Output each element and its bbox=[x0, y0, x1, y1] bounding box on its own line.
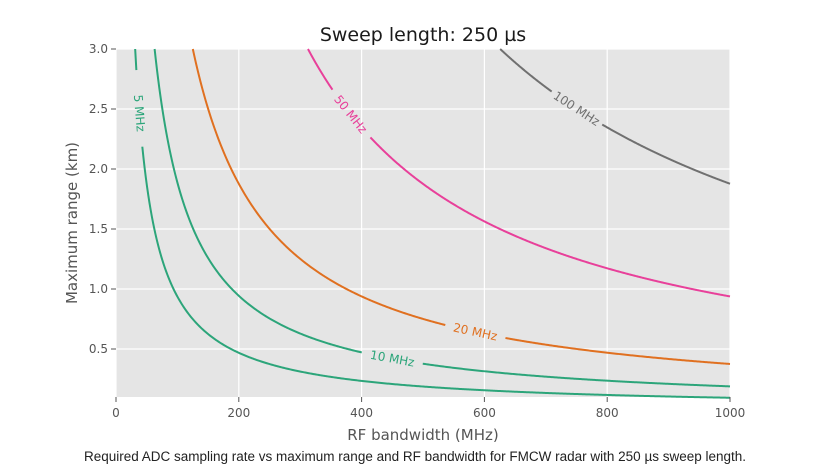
x-tick-label: 200 bbox=[227, 406, 250, 420]
series-line bbox=[307, 48, 731, 298]
series-line bbox=[499, 48, 731, 185]
y-tick-label: 0.5 bbox=[89, 342, 108, 356]
x-tick-label: 800 bbox=[596, 406, 619, 420]
y-tick-label: 2.5 bbox=[89, 102, 108, 116]
x-tick-label: 400 bbox=[350, 406, 373, 420]
x-tick-label: 0 bbox=[112, 406, 120, 420]
series-curves bbox=[134, 48, 731, 399]
y-tick-label: 1.5 bbox=[89, 222, 108, 236]
chart-title: Sweep length: 250 µs bbox=[320, 24, 526, 46]
y-axis-label: Maximum range (km) bbox=[63, 142, 81, 304]
x-axis-label: RF bandwidth (MHz) bbox=[347, 426, 498, 444]
y-tick-label: 3.0 bbox=[89, 42, 108, 56]
series-line bbox=[134, 48, 731, 399]
grid bbox=[115, 48, 731, 397]
axes: 0 200 400 600 800 1000 0.5 1.0 1.5 2.0 2.5 3.0 bbox=[89, 42, 745, 420]
y-tick-label: 2.0 bbox=[89, 162, 108, 176]
x-tick-label: 600 bbox=[473, 406, 496, 420]
figure-caption: Required ADC sampling rate vs maximum ra… bbox=[83, 449, 747, 464]
x-tick-label: 1000 bbox=[715, 406, 746, 420]
y-tick-label: 1.0 bbox=[89, 282, 108, 296]
series-line bbox=[153, 48, 731, 388]
series-line bbox=[191, 48, 731, 365]
plot-background bbox=[116, 49, 730, 397]
series-label: 5 MHz bbox=[131, 94, 148, 132]
